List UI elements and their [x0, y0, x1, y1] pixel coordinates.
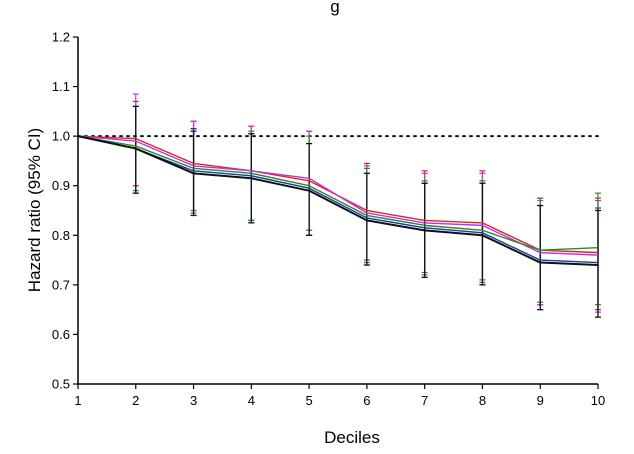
series-line-5 — [77, 135, 599, 267]
error-bars — [132, 93, 601, 318]
x-tick-label: 2 — [132, 393, 139, 408]
y-tick-label: 1.1 — [52, 79, 70, 94]
x-tick-label: 3 — [190, 393, 197, 408]
x-tick-label: 4 — [248, 393, 255, 408]
x-tick-label: 5 — [305, 393, 312, 408]
error-bar — [363, 172, 370, 266]
error-bar — [595, 209, 601, 318]
error-bar — [479, 182, 486, 286]
x-axis-label: Deciles — [324, 428, 380, 447]
x-tick-label: 10 — [591, 393, 605, 408]
y-tick-label: 1.0 — [52, 129, 70, 144]
y-tick-label: 0.6 — [52, 327, 70, 342]
series-line-3 — [77, 135, 599, 251]
x-tick-label: 1 — [74, 393, 81, 408]
y-tick-label: 0.7 — [52, 277, 70, 292]
error-bar — [306, 142, 313, 236]
y-tick-label: 0.9 — [52, 178, 70, 193]
chart-title: g — [330, 0, 339, 16]
y-tick-label: 0.5 — [52, 377, 70, 392]
series-lines — [77, 135, 599, 267]
x-tick-label: 8 — [479, 393, 486, 408]
y-axis-label: Hazard ratio (95% CI) — [25, 128, 44, 292]
series-line-4 — [77, 135, 599, 264]
x-tick-label: 9 — [537, 393, 544, 408]
x-tick-label: 7 — [421, 393, 428, 408]
series-line-2 — [77, 135, 599, 256]
axes: 0.5 0.6 0.7 0.8 0.9 1.0 1.1 1.2 1 2 3 4 5 6 7 8 9 10 — [52, 30, 605, 409]
error-bar — [537, 204, 544, 311]
y-tick-label: 1.2 — [52, 30, 70, 45]
x-tick-label: 6 — [363, 393, 370, 408]
error-bar — [132, 105, 139, 194]
y-tick-label: 0.8 — [52, 228, 70, 243]
